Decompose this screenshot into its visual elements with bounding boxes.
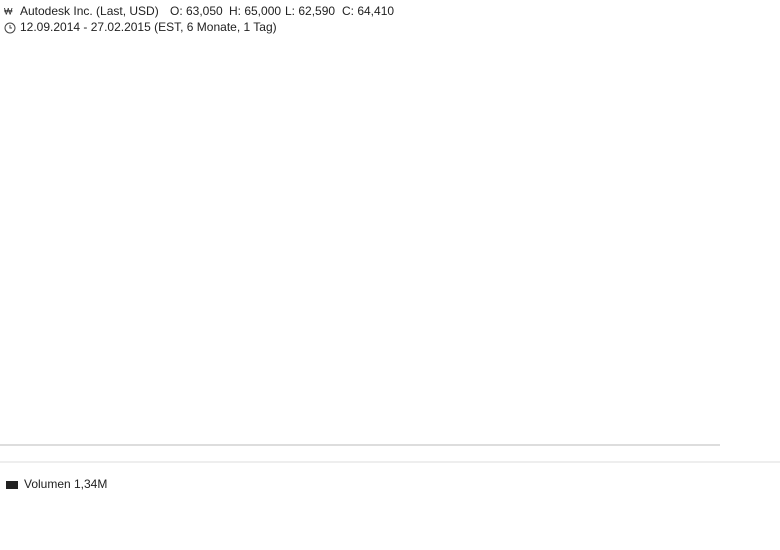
volume-icon <box>6 481 18 489</box>
high: H: 65,000 <box>229 4 281 18</box>
clock-hand <box>9 25 12 29</box>
close: C: 64,410 <box>342 4 394 18</box>
clock-icon <box>4 22 16 34</box>
open: O: 63,050 <box>170 4 223 18</box>
low: L: 62,590 <box>285 4 335 18</box>
volume-title: Volumen <box>24 477 71 491</box>
date-range: 12.09.2014 - 27.02.2015 (EST, 6 Monate, … <box>20 20 277 34</box>
header-bg <box>0 0 700 36</box>
logo: ₩ <box>4 6 13 16</box>
volume-last: 1,34M <box>74 477 107 491</box>
title: Autodesk Inc. (Last, USD) <box>20 4 159 18</box>
